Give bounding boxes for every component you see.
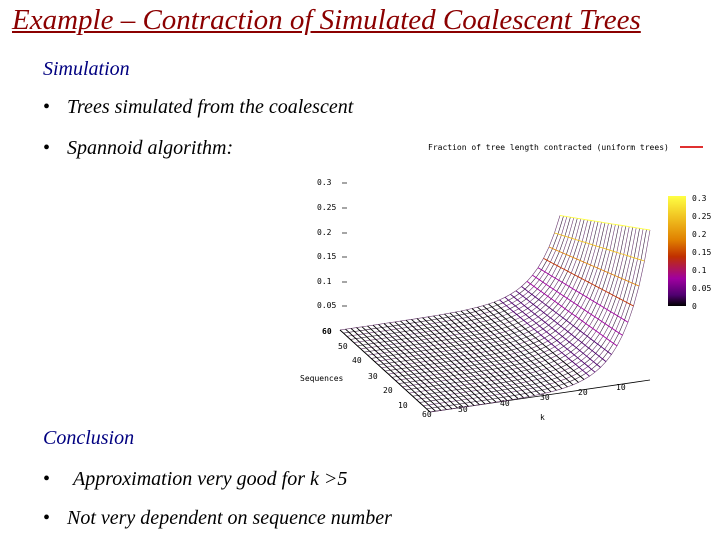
mesh-line: [526, 281, 618, 347]
mesh-line: [416, 227, 637, 400]
k-tick-label: 40: [500, 399, 510, 408]
mesh-line: [455, 311, 546, 394]
mesh-line: [378, 324, 469, 407]
sequences-axis-label: Sequences: [300, 374, 344, 383]
mesh-line: [400, 320, 491, 404]
mesh-line: [423, 228, 644, 406]
z-axis: 0.3 0.25 0.2 0.15 0.1 0.05: [317, 178, 347, 310]
z-tick-label: 0.2: [317, 228, 332, 237]
k-tick-label: 50: [458, 405, 468, 414]
mesh-line: [515, 290, 607, 362]
colorbar-tick-label: 0.15: [692, 248, 711, 257]
mesh-line: [488, 303, 579, 383]
k-axis-label: k: [540, 413, 545, 422]
mesh-line: [554, 232, 645, 262]
mesh-line: [482, 305, 574, 386]
simulation-heading: Simulation: [43, 58, 130, 80]
mesh-line: [350, 328, 442, 411]
chart-title: Fraction of tree length contracted (unif…: [428, 143, 669, 152]
mesh-line: [361, 326, 453, 410]
sequences-tick-label: 60: [322, 327, 332, 336]
k-tick-label: 20: [578, 388, 588, 397]
z-tick-label: 0.05: [317, 301, 336, 310]
k-tick-label: 60: [422, 410, 432, 419]
simulation-bullet-1: • Trees simulated from the coalescent: [43, 96, 353, 119]
mesh-line: [499, 299, 590, 377]
mesh-line: [416, 318, 508, 401]
mesh-line: [559, 215, 651, 231]
colorbar-tick-label: 0.05: [692, 284, 711, 293]
colorbar-tick-label: 0.3: [692, 194, 707, 203]
bullet-text: Not very dependent on sequence number: [67, 507, 392, 529]
mesh-line: [357, 218, 578, 347]
mesh-line: [521, 286, 612, 355]
mesh-line: [343, 216, 564, 334]
mesh-line: [449, 312, 541, 395]
mesh-line: [537, 267, 629, 323]
colorbar-tick-label: 0.2: [692, 230, 707, 239]
conclusion-bullet-1: • Approximation very good for k >5: [43, 468, 347, 491]
colorbar: [668, 196, 686, 306]
bullet-glyph: •: [43, 96, 51, 118]
mesh-line: [438, 314, 530, 397]
mesh-line: [339, 329, 431, 413]
mesh-line: [460, 310, 552, 393]
mesh-line: [422, 317, 513, 400]
mesh-line: [405, 319, 497, 403]
mesh-line: [427, 316, 519, 399]
mesh-line: [394, 321, 486, 405]
sequences-tick-label: 40: [352, 356, 362, 365]
mesh-line: [411, 319, 502, 402]
bullet-text: Approximation very good for k >5: [73, 468, 348, 490]
mesh-line: [367, 325, 458, 409]
surface-mesh: [339, 215, 651, 413]
mesh-line: [543, 257, 634, 307]
mesh-line: [353, 217, 575, 343]
z-tick-label: 0.1: [317, 277, 332, 286]
mesh-line: [389, 322, 480, 406]
z-tick-label: 0.25: [317, 203, 336, 212]
mesh-line: [548, 246, 640, 287]
mesh-line: [510, 293, 601, 368]
bullet-text: Spannoid algorithm:: [67, 137, 234, 159]
sequences-tick-label: 30: [368, 372, 378, 381]
k-tick-label: 30: [540, 393, 550, 402]
mesh-line: [372, 324, 464, 408]
mesh-line: [383, 323, 475, 406]
sequences-tick-label: 10: [398, 401, 408, 410]
conclusion-bullet-2: • Not very dependent on sequence number: [43, 507, 392, 530]
mesh-line: [493, 301, 585, 380]
colorbar-tick-label: 0.25: [692, 212, 711, 221]
bullet-glyph: •: [43, 137, 51, 159]
slide-title: Example – Contraction of Simulated Coale…: [12, 4, 641, 36]
z-tick-label: 0.3: [317, 178, 332, 187]
simulation-bullet-2: • Spannoid algorithm:: [43, 137, 233, 160]
colorbar-tick-label: 0.1: [692, 266, 707, 275]
mesh-line: [405, 226, 627, 391]
mesh-line: [471, 308, 563, 390]
colorbar-tick-label: 0: [692, 302, 697, 311]
mesh-line: [532, 274, 623, 336]
bullet-text: Trees simulated from the coalescent: [67, 96, 354, 118]
mesh-line: [364, 219, 585, 353]
mesh-line: [466, 309, 557, 391]
k-tick-label: 10: [616, 383, 626, 392]
mesh-line: [504, 296, 596, 373]
mesh-line: [339, 215, 561, 331]
mesh-line: [356, 327, 447, 410]
bullet-glyph: •: [43, 468, 51, 490]
mesh-line: [345, 328, 436, 412]
mesh-line: [433, 315, 524, 398]
mesh-line: [444, 313, 535, 396]
bullet-glyph: •: [43, 507, 51, 529]
mesh-line: [367, 219, 588, 356]
z-tick-label: 0.15: [317, 252, 336, 261]
conclusion-heading: Conclusion: [43, 427, 135, 449]
colorbar-ticks: 0.3 0.25 0.2 0.15 0.1 0.05 0: [692, 194, 711, 311]
sequences-tick-label: 20: [383, 386, 393, 395]
sequences-tick-label: 50: [338, 342, 348, 351]
mesh-line: [477, 306, 568, 388]
